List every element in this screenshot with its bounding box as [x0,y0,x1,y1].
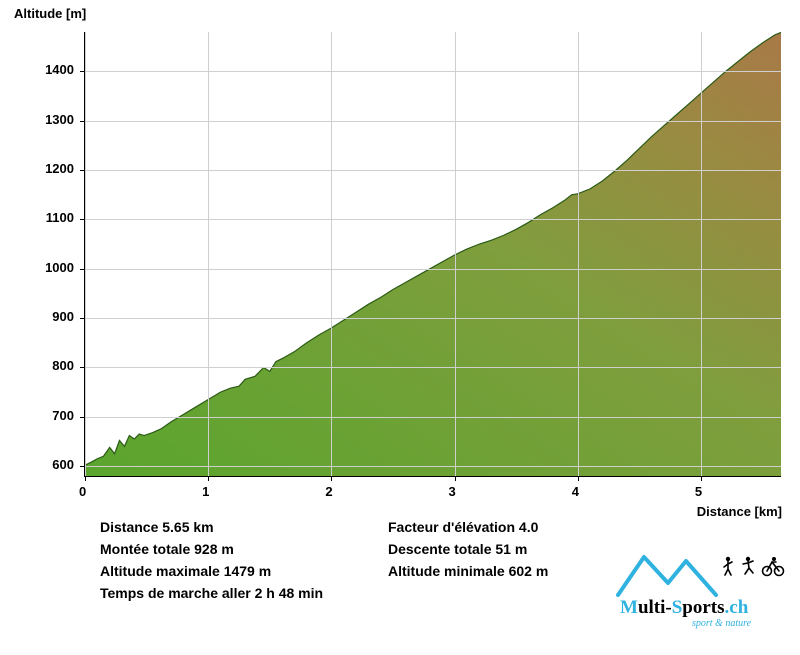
y-tick-label: 1200 [45,161,74,176]
stat-line: Descente totale 51 m [388,538,548,560]
stat-line: Temps de marche aller 2 h 48 min [100,582,323,604]
y-tick-label: 1300 [45,112,74,127]
elevation-area [85,32,781,476]
y-axis-title: Altitude [m] [14,6,86,21]
elevation-profile-page: Altitude [m] Distance [km] Distance 5.65… [0,0,800,655]
x-axis-title: Distance [km] [697,504,782,519]
y-tick-label: 600 [52,457,74,472]
y-tick-label: 1100 [46,210,74,225]
x-tick-label: 3 [449,484,456,499]
y-tick-label: 700 [52,408,74,423]
stats-left-column: Distance 5.65 kmMontée totale 928 mAltit… [100,516,323,604]
logo-tagline: sport & nature [692,618,752,629]
x-tick-label: 1 [202,484,209,499]
y-tick-label: 900 [52,309,74,324]
y-tick-label: 1400 [45,62,74,77]
stat-line: Facteur d'élévation 4.0 [388,516,548,538]
stat-line: Montée totale 928 m [100,538,323,560]
x-tick-label: 4 [572,484,579,499]
mountain-icon [618,557,716,595]
y-tick-label: 800 [52,358,74,373]
stat-line: Altitude maximale 1479 m [100,560,323,582]
stat-line: Altitude minimale 602 m [388,560,548,582]
stat-line: Distance 5.65 km [100,516,323,538]
chart-plot-area [84,32,781,477]
x-tick-label: 2 [325,484,332,499]
x-tick-label: 5 [695,484,702,499]
multisports-logo: Multi-Sports.ch sport & nature [616,543,786,629]
activity-icons [724,557,784,576]
y-tick-label: 1000 [45,260,74,275]
x-tick-label: 0 [79,484,86,499]
logo-text: Multi-Sports.ch [620,597,749,618]
stats-right-column: Facteur d'élévation 4.0Descente totale 5… [388,516,548,582]
